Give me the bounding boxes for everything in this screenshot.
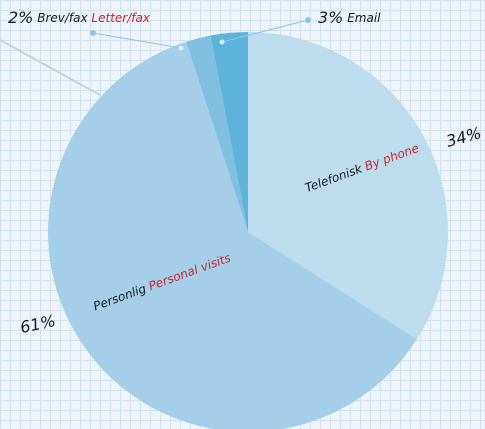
leader-dot (219, 39, 225, 45)
category-name: Email (347, 11, 381, 25)
value-label: 2% (8, 8, 33, 27)
value-label: 61% (18, 311, 57, 337)
leader-line (221, 19, 309, 43)
leader-line (92, 32, 182, 49)
pie-slice (186, 35, 248, 233)
leader-dot (90, 30, 96, 36)
pie-slice (210, 32, 248, 232)
leader-dot (305, 17, 311, 23)
pie-slice (48, 41, 417, 429)
callout-label: 2% Brev/fax Letter/fax (8, 8, 151, 27)
category-name-en: Letter/fax (91, 11, 150, 25)
value-label: 3% (318, 8, 343, 27)
category-name: Brev/fax (37, 11, 88, 25)
value-label: 34% (444, 123, 483, 151)
pie-slice (248, 32, 448, 340)
decor-line (0, 39, 101, 96)
leader-dot (178, 45, 184, 51)
callout-label: 3% Email (318, 8, 381, 27)
